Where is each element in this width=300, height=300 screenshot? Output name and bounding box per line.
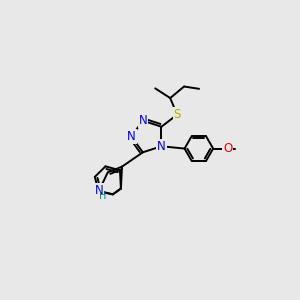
Text: N: N [157,140,166,153]
Text: O: O [223,142,232,155]
Text: H: H [99,191,107,201]
Text: N: N [139,114,147,127]
Text: N: N [94,184,103,197]
Text: S: S [173,108,181,121]
Text: N: N [127,130,136,143]
